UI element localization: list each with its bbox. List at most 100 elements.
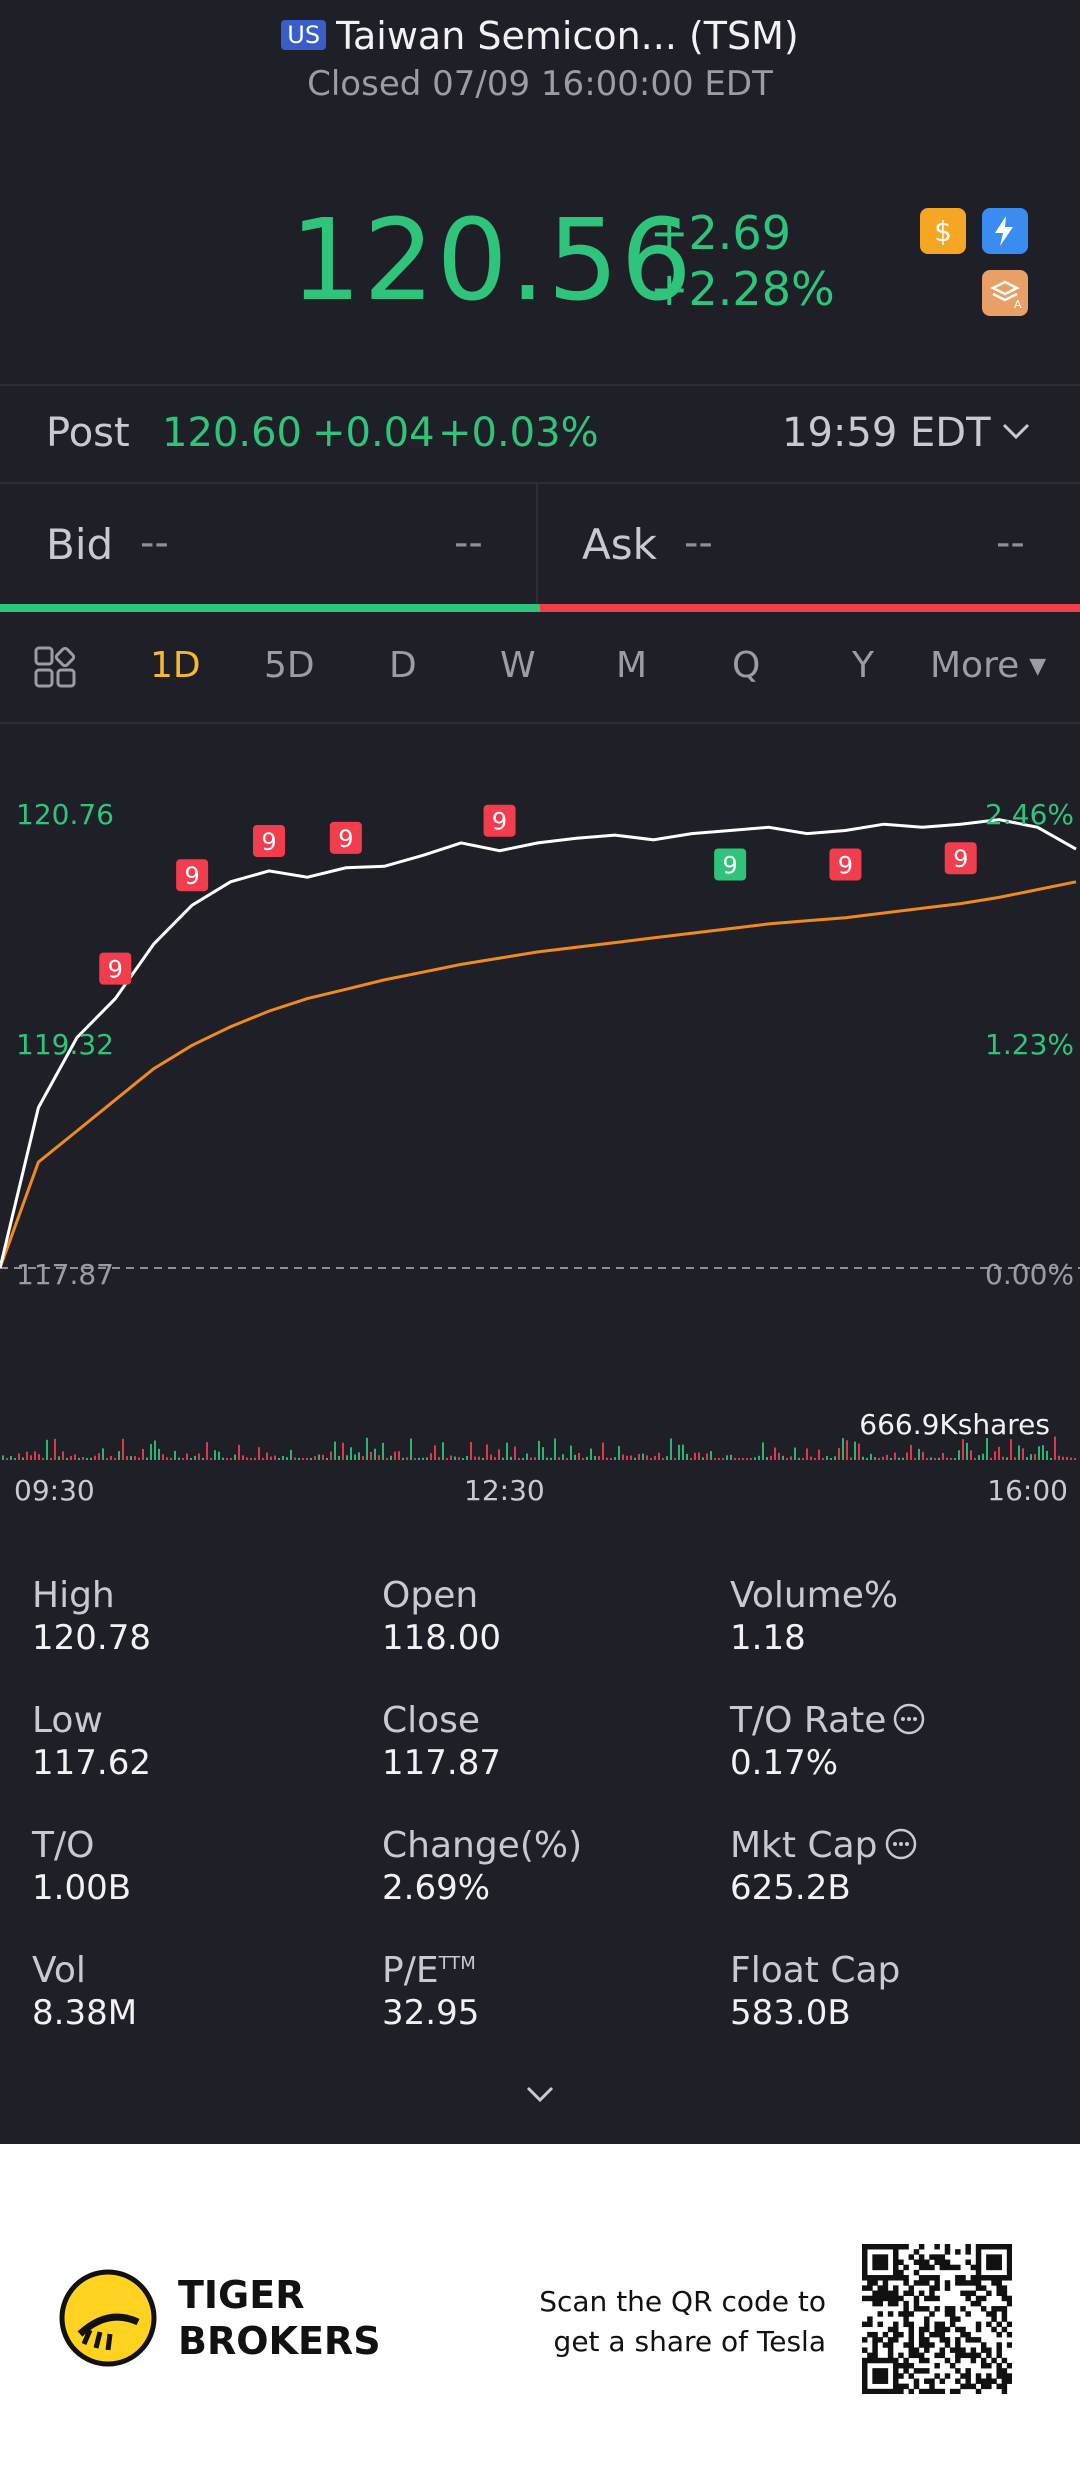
qr-module xyxy=(929,2285,935,2291)
volume-bar xyxy=(510,1456,512,1460)
tab-y[interactable]: Y xyxy=(852,645,874,686)
volume-bar xyxy=(566,1457,568,1460)
volume-bar xyxy=(302,1457,304,1460)
qr-module xyxy=(955,2342,961,2348)
tab-more[interactable]: More ▼ xyxy=(930,645,1046,686)
qr-module xyxy=(1006,2254,1012,2260)
qr-module xyxy=(986,2383,992,2390)
qr-module xyxy=(960,2373,966,2379)
volume-bar xyxy=(738,1457,740,1460)
qr-module xyxy=(882,2378,889,2384)
bid-size: -- xyxy=(454,520,483,566)
volume-bar xyxy=(770,1455,772,1460)
qr-module xyxy=(903,2368,909,2374)
price-line xyxy=(0,818,1077,1269)
volume-bar xyxy=(622,1454,624,1460)
qr-module xyxy=(965,2280,971,2286)
qr-module xyxy=(955,2280,961,2286)
tab-5d[interactable]: 5D xyxy=(264,645,315,686)
volume-bar xyxy=(254,1457,256,1460)
x-label-close: 16:00 xyxy=(987,1474,1068,1507)
volume-bar xyxy=(614,1457,616,1460)
qr-module xyxy=(1001,2275,1008,2281)
volume-bar xyxy=(482,1457,484,1460)
volume-bar xyxy=(350,1447,352,1460)
volume-bar xyxy=(22,1457,24,1460)
qr-module xyxy=(924,2342,930,2348)
stat-value: 8.38M xyxy=(32,1993,138,2033)
intraday-chart[interactable]: 9 9 9 9 9 9 9 9 xyxy=(0,730,1080,1520)
volume-bar xyxy=(150,1444,152,1460)
volume-bar xyxy=(194,1455,196,1460)
qr-module xyxy=(862,2383,868,2390)
volume-bar xyxy=(238,1444,240,1460)
qr-module xyxy=(903,2342,909,2348)
qr-code[interactable] xyxy=(862,2244,1012,2394)
post-price: 120.60 xyxy=(162,410,302,456)
volume-bar xyxy=(746,1457,748,1460)
volume-bar xyxy=(158,1448,160,1460)
volume-bar xyxy=(818,1449,820,1460)
volume-bar xyxy=(610,1457,612,1460)
volume-bar xyxy=(450,1455,452,1460)
volume-bar xyxy=(690,1457,692,1460)
qr-module xyxy=(996,2285,1002,2291)
qr-module xyxy=(872,2357,878,2364)
more-info-icon[interactable] xyxy=(886,1700,926,1741)
qr-module xyxy=(893,2290,899,2297)
qr-module xyxy=(893,2285,899,2291)
volume-bar xyxy=(806,1448,808,1460)
volume-bar xyxy=(374,1448,376,1460)
volume-bar xyxy=(682,1444,684,1460)
qr-module xyxy=(872,2388,878,2394)
stat-vol: Vol 8.38M xyxy=(32,1950,137,2033)
tab-m[interactable]: M xyxy=(616,645,648,686)
tab-w[interactable]: W xyxy=(500,645,536,686)
expand-chevron-icon[interactable] xyxy=(522,2080,558,2112)
volume-bar xyxy=(970,1450,972,1460)
volume-bar xyxy=(1026,1457,1028,1460)
qr-module xyxy=(877,2368,883,2374)
layers-icon[interactable]: A xyxy=(982,270,1028,316)
qr-module xyxy=(970,2290,977,2297)
qr-module xyxy=(991,2280,997,2286)
qr-module xyxy=(939,2326,946,2333)
volume-bar xyxy=(418,1457,420,1460)
qr-module xyxy=(991,2326,997,2333)
qr-module xyxy=(893,2295,899,2302)
volume-bar xyxy=(18,1453,20,1460)
volume-bar xyxy=(918,1448,920,1460)
qr-module xyxy=(996,2368,1002,2374)
grid-icon[interactable] xyxy=(32,644,80,696)
lightning-icon[interactable] xyxy=(982,208,1028,254)
volume-bar xyxy=(446,1457,448,1460)
qr-module xyxy=(944,2373,951,2379)
qr-module xyxy=(975,2295,982,2302)
more-info-icon[interactable] xyxy=(878,1825,918,1866)
qr-module xyxy=(872,2300,878,2307)
volume-bar xyxy=(538,1440,540,1460)
chevron-down-icon[interactable] xyxy=(1000,418,1032,448)
tab-1d[interactable]: 1D xyxy=(150,645,201,686)
volume-bar xyxy=(130,1456,132,1460)
volume-bar xyxy=(574,1454,576,1460)
qr-module xyxy=(877,2311,883,2317)
stat-value: 2.69% xyxy=(382,1868,491,1908)
ask-size: -- xyxy=(996,520,1025,566)
qr-module xyxy=(975,2259,982,2265)
caret-down-icon: ▼ xyxy=(1029,654,1047,679)
qr-module xyxy=(882,2290,889,2297)
qr-module xyxy=(872,2337,878,2343)
volume-bar xyxy=(906,1452,908,1460)
volume-bar xyxy=(218,1451,220,1460)
tab-d[interactable]: D xyxy=(389,645,417,686)
qr-module xyxy=(965,2295,971,2302)
tab-q[interactable]: Q xyxy=(732,645,761,686)
volume-bar xyxy=(34,1451,36,1460)
qr-module xyxy=(893,2259,899,2265)
volume-bar xyxy=(878,1457,880,1460)
volume-bar xyxy=(674,1457,676,1460)
volume-bar xyxy=(890,1458,892,1460)
qr-module xyxy=(996,2254,1002,2260)
dollar-icon[interactable]: $ xyxy=(920,208,966,254)
